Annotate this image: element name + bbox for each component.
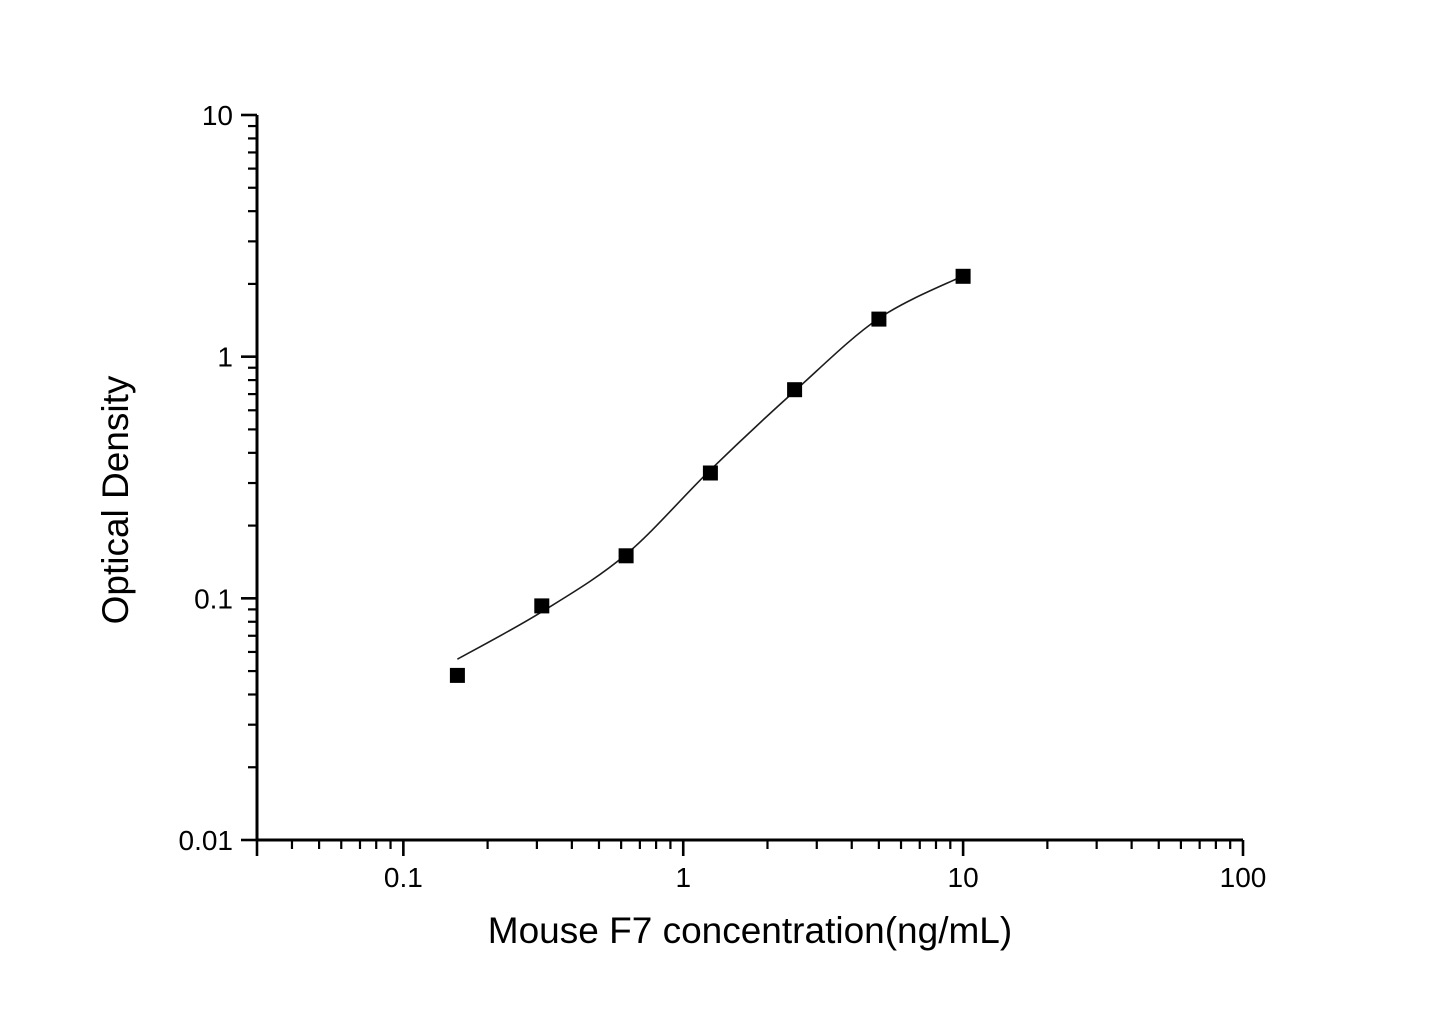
x-tick-label: 100 xyxy=(1220,862,1267,893)
y-tick-label: 10 xyxy=(202,100,233,131)
y-tick-label: 0.1 xyxy=(194,583,233,614)
data-point-marker xyxy=(449,667,465,683)
x-tick-label: 10 xyxy=(948,862,979,893)
y-axis-label: Optical Density xyxy=(95,375,136,624)
y-tick-label: 0.01 xyxy=(179,825,234,856)
data-point-marker xyxy=(534,598,550,614)
x-tick-label: 1 xyxy=(675,862,691,893)
data-points-layer xyxy=(449,268,971,683)
data-point-marker xyxy=(787,382,803,398)
data-point-marker xyxy=(618,548,634,564)
data-point-marker xyxy=(702,465,718,481)
data-point-marker xyxy=(955,268,971,284)
x-axis-label: Mouse F7 concentration(ng/mL) xyxy=(488,910,1012,951)
data-point-marker xyxy=(871,311,887,327)
y-tick-label: 1 xyxy=(217,342,233,373)
x-tick-label: 0.1 xyxy=(384,862,423,893)
axes xyxy=(241,113,1245,856)
tick-labels: 0.1 1 10 100 0.01 0.1 1 10 xyxy=(179,100,1267,893)
